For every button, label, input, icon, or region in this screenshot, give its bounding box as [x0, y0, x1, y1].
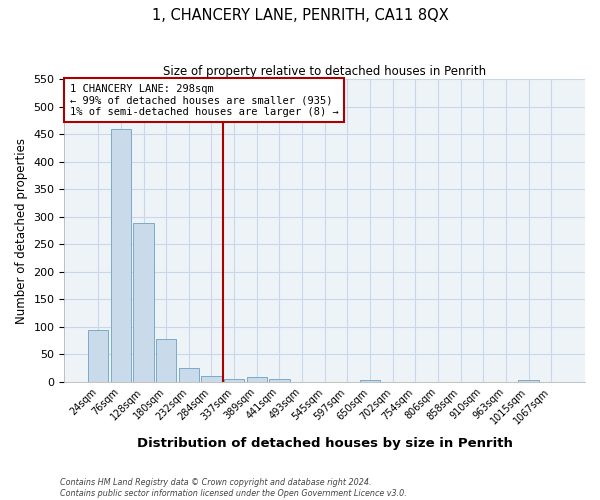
Bar: [88, 330, 109, 382]
Y-axis label: Number of detached properties: Number of detached properties: [15, 138, 28, 324]
Bar: [518, 380, 539, 382]
Bar: [111, 128, 131, 382]
Bar: [133, 224, 154, 382]
X-axis label: Distribution of detached houses by size in Penrith: Distribution of detached houses by size …: [137, 437, 512, 450]
Title: Size of property relative to detached houses in Penrith: Size of property relative to detached ho…: [163, 65, 486, 78]
Text: Contains HM Land Registry data © Crown copyright and database right 2024.
Contai: Contains HM Land Registry data © Crown c…: [60, 478, 407, 498]
Bar: [224, 379, 244, 382]
Bar: [156, 339, 176, 382]
Bar: [360, 380, 380, 382]
Bar: [247, 378, 267, 382]
Text: 1 CHANCERY LANE: 298sqm
← 99% of detached houses are smaller (935)
1% of semi-de: 1 CHANCERY LANE: 298sqm ← 99% of detache…: [70, 84, 338, 117]
Bar: [201, 376, 221, 382]
Text: 1, CHANCERY LANE, PENRITH, CA11 8QX: 1, CHANCERY LANE, PENRITH, CA11 8QX: [152, 8, 448, 22]
Bar: [179, 368, 199, 382]
Bar: [269, 379, 290, 382]
